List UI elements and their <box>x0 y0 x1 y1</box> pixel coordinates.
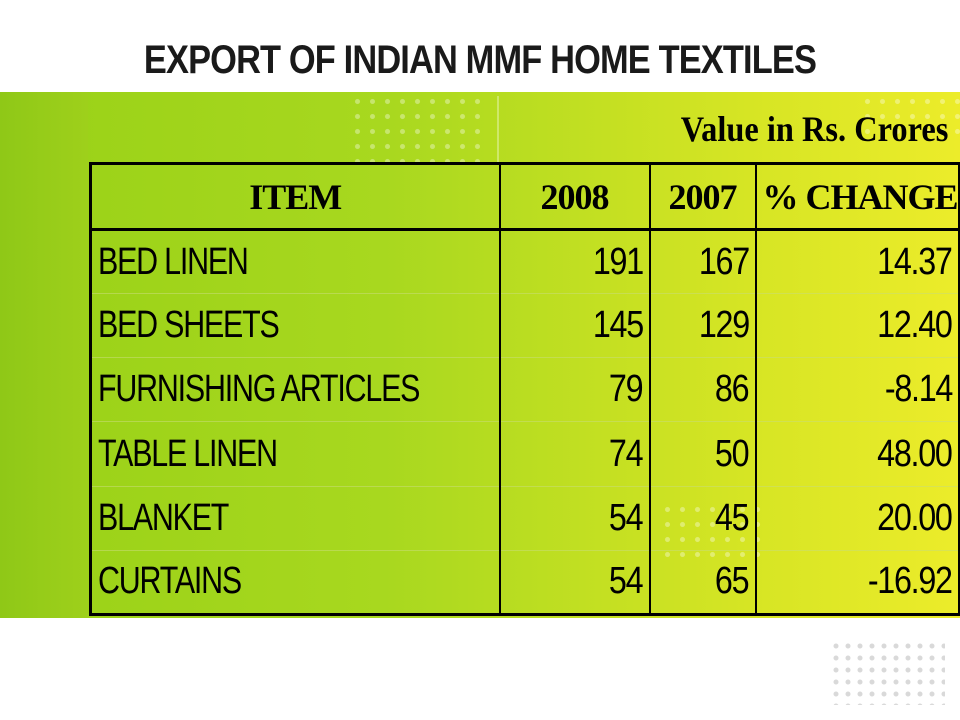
value-2007-cell: 50 <box>648 421 757 487</box>
decorative-dots <box>350 94 480 164</box>
export-table: ITEM 2008 2007 % CHANGE BED LINEN 191 16… <box>89 162 960 616</box>
value-2008-cell: 54 <box>498 485 651 551</box>
data-table-container: Value in Rs. Crores ITEM 2008 2007 % CHA… <box>89 96 960 616</box>
header-2007: 2007 <box>648 163 757 231</box>
value-2008-cell: 54 <box>498 549 651 615</box>
header-item: ITEM <box>89 163 501 231</box>
slide-title: EXPORT OF INDIAN MMF HOME TEXTILES <box>143 38 817 82</box>
percent-change-cell: 48.00 <box>754 421 960 487</box>
units-row: Value in Rs. Crores <box>89 96 958 162</box>
item-cell: TABLE LINEN <box>89 421 501 487</box>
corner-dot-pattern <box>830 640 945 705</box>
item-cell: FURNISHING ARTICLES <box>89 357 501 422</box>
item-cell: BED LINEN <box>89 229 501 294</box>
value-2008-cell: 74 <box>498 421 651 487</box>
value-2008-cell: 79 <box>498 357 651 422</box>
value-2008-cell: 145 <box>498 293 651 358</box>
background-left-strip <box>0 92 88 618</box>
percent-change-cell: -8.14 <box>754 357 960 422</box>
percent-change-cell: 20.00 <box>754 485 960 551</box>
percent-change-cell: 14.37 <box>754 229 960 294</box>
header-2008: 2008 <box>498 163 651 231</box>
percent-change-cell: 12.40 <box>754 293 960 358</box>
value-2007-cell: 65 <box>648 549 757 615</box>
table-row: FURNISHING ARTICLES 79 86 -8.14 <box>89 357 960 422</box>
item-cell: CURTAINS <box>89 549 501 615</box>
item-cell: BED SHEETS <box>89 293 501 358</box>
table-row: BED SHEETS 145 129 12.40 <box>89 293 960 358</box>
table-row: BLANKET 54 45 20.00 <box>89 485 960 551</box>
table-row: CURTAINS 54 65 -16.92 <box>89 549 960 615</box>
table-row: BED LINEN 191 167 14.37 <box>89 229 960 294</box>
percent-change-cell: -16.92 <box>754 549 960 615</box>
value-2008-cell: 191 <box>498 229 651 294</box>
decorative-dots <box>860 94 960 134</box>
value-2007-cell: 86 <box>648 357 757 422</box>
value-2007-cell: 129 <box>648 293 757 358</box>
value-2007-cell: 167 <box>648 229 757 294</box>
header-percent-change: % CHANGE <box>754 163 960 231</box>
column-divider <box>497 96 499 162</box>
units-label: Value in Rs. Crores <box>680 109 948 149</box>
item-cell: BLANKET <box>89 485 501 551</box>
value-2007-cell: 45 <box>648 485 757 551</box>
table-header-row: ITEM 2008 2007 % CHANGE <box>89 163 960 231</box>
table-row: TABLE LINEN 74 50 48.00 <box>89 421 960 487</box>
